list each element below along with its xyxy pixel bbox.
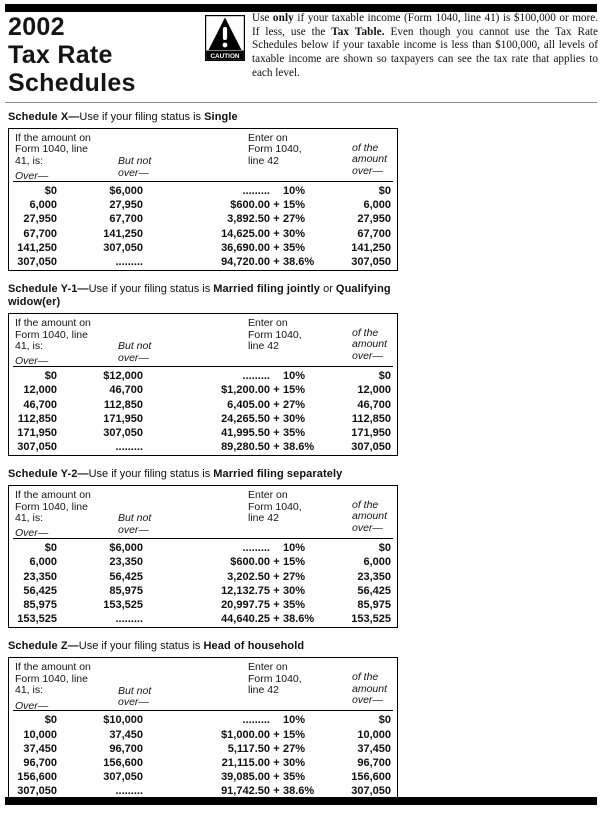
caution-text-bold: Tax Table. [331,25,385,38]
col-header-enter-on: Enter on Form 1040, line 42 [248,489,302,525]
caution-note: Use only if your taxable income (Form 10… [252,12,598,81]
table-row: 85,975 153,525 20,997.75 +35% 85,975 [23,599,391,611]
schedule-y1-section: Schedule Y-1—Use if your filing status i… [8,283,398,457]
col-header-but-not-over: But not over— [118,512,152,536]
table-row: 23,350 56,425 3,202.50 +27% 23,350 [23,570,391,583]
table-row: 37,450 96,700 5,117.50 +27% 37,450 [23,742,391,755]
table-row: $0 $12,000......... 10% $0 [44,370,391,383]
title-line-2: Tax Rate [8,41,113,69]
rate-table: If the amount on Form 1040, line 41, is:… [8,128,398,272]
col-header-enter-on: Enter on Form 1040, line 42 [248,317,302,352]
schedules-area: Schedule X—Use if your filing status is … [8,108,398,813]
rate-table: If the amount on Form 1040, line 41, is:… [8,313,398,457]
bottom-rule-bar [5,797,597,805]
schedule-name: Schedule Z— [8,640,79,653]
rate-table: If the amount on Form 1040, line 41, is:… [8,657,398,801]
schedule-x-section: Schedule X—Use if your filing status is … [8,111,398,272]
table-row: 46,700 112,850 6,405.00 +27% 46,700 [23,398,391,411]
schedule-y2-section: Schedule Y-2—Use if your filing status i… [8,468,398,629]
col-header-of-amount: of the amount over— [352,499,388,534]
table-row: 12,000 46,700 $1,200.00 +15% 12,000 [23,384,391,397]
table-row: 171,950 307,050 41,995.50 +35% 171,950 [17,426,391,439]
col-header-but-not-over: But not over— [118,684,152,708]
table-body: $0 $12,000......... 10% $0 12,000 46,700 $1,2… [9,367,397,455]
col-header-of-amount: of the amount over— [352,141,388,177]
caution-icon: CAUTION [205,15,245,61]
caution-text: Use [252,12,273,24]
col-header-of-amount: of the amount over— [352,326,388,362]
table-row: 153,525......... 44,640.25 +38.6% 153,525 [17,613,391,626]
table-row: 67,700 141,250 14,625.00 +30% 67,700 [23,227,391,240]
table-row: $0 $6,000......... 10% $0 [44,542,391,555]
title-line-3: Schedules [8,69,136,97]
caution-text-bold: only [272,12,294,24]
table-body: $0 $10,000......... 10% $0 10,000 37,450 $1,0… [9,711,397,799]
col-header-but-not-over: But not over— [118,340,152,364]
schedule-use-text: Use if your filing status is [78,640,204,653]
schedule-or-text: or [320,283,336,296]
table-row: 307,050......... 91,742.50 +38.6% 307,050 [17,785,391,798]
document-title: 2002 Tax Rate Schedules [8,13,136,97]
schedule-name: Schedule X— [8,111,80,123]
table-row: 6,000 23,350 $600.00 +15% 6,000 [29,556,391,569]
caution-text: Even though you cannot use the Tax Rate … [252,25,598,79]
table-row: 156,600 307,050 39,085.00 +35% 156,600 [17,771,391,784]
table-row: 307,050......... 89,280.50 +38.6% 307,050 [17,441,391,454]
filing-status: Married filing separately [213,468,343,481]
top-rule-bar [5,4,597,12]
schedule-name: Schedule Y-2— [8,468,89,481]
col-header-amount: If the amount on Form 1040, line 41, is:… [15,132,91,183]
rate-table: If the amount on Form 1040, line 41, is:… [8,485,398,629]
header-divider [5,102,597,103]
filing-status: Married filing jointly [213,283,321,296]
col-header-amount: If the amount on Form 1040, line 41, is:… [15,317,91,368]
col-header-amount: If the amount on Form 1040, line 41, is:… [15,661,91,712]
table-row: 6,000 27,950 $600.00 +15% 6,000 [29,199,391,212]
table-row: 112,850 171,950 24,265.50 +30% 112,850 [17,412,391,425]
schedule-z-section: Schedule Z—Use if your filing status is … [8,640,398,801]
filing-status: Single [204,111,238,123]
table-row: $0 $10,000......... 10% $0 [44,714,391,727]
table-header: If the amount on Form 1040, line 41, is:… [13,658,393,712]
filing-status: Head of household [203,640,305,653]
col-header-of-amount: of the amount over— [352,671,388,706]
col-header-but-not-over: But not over— [118,155,152,179]
col-header-enter-on: Enter on Form 1040, line 42 [248,132,302,167]
schedule-title: Schedule Z—Use if your filing status is … [8,640,398,653]
table-row: 307,050......... 94,720.00 +38.6% 307,050 [17,255,391,268]
col-header-enter-on: Enter on Form 1040, line 42 [248,661,302,697]
table-row: 10,000 37,450 $1,000.00 +15% 10,000 [23,728,391,741]
schedule-title: Schedule Y-1—Use if your filing status i… [8,283,398,309]
schedule-title: Schedule Y-2—Use if your filing status i… [8,468,398,481]
schedule-name: Schedule Y-1— [8,283,89,296]
title-year: 2002 [8,13,65,41]
col-header-amount: If the amount on Form 1040, line 41, is:… [15,489,91,540]
table-header: If the amount on Form 1040, line 41, is:… [13,486,393,539]
schedule-use-text: Use if your filing status is [79,111,205,123]
table-row: 141,250 307,050 36,690.00 +35% 141,250 [17,241,391,254]
schedule-title: Schedule X—Use if your filing status is … [8,111,398,124]
caution-icon-label: CAUTION [210,53,239,60]
table-row: 27,950 67,700 3,892.50 +27% 27,950 [23,213,391,226]
filing-status-2: Qualifying widow(er) [8,283,391,309]
table-body: $0 $6,000......... 10% $0 6,000 27,950 $600.0… [9,182,397,270]
table-row: 96,700 156,600 21,115.00 +30% 96,700 [23,756,391,769]
schedule-use-text: Use if your filing status is [88,283,214,296]
schedule-use-text: Use if your filing status is [88,468,214,481]
caution-text: if your taxable income (Form 1040, line … [252,12,598,38]
table-row: 56,425 85,975 12,132.75 +30% 56,425 [23,584,391,597]
table-header: If the amount on Form 1040, line 41, is:… [13,314,393,367]
table-row: $0 $6,000......... 10% $0 [44,185,391,197]
table-header: If the amount on Form 1040, line 41, is:… [13,129,393,182]
table-body: $0 $6,000......... 10% $0 6,000 23,350 $600.0… [9,539,397,627]
